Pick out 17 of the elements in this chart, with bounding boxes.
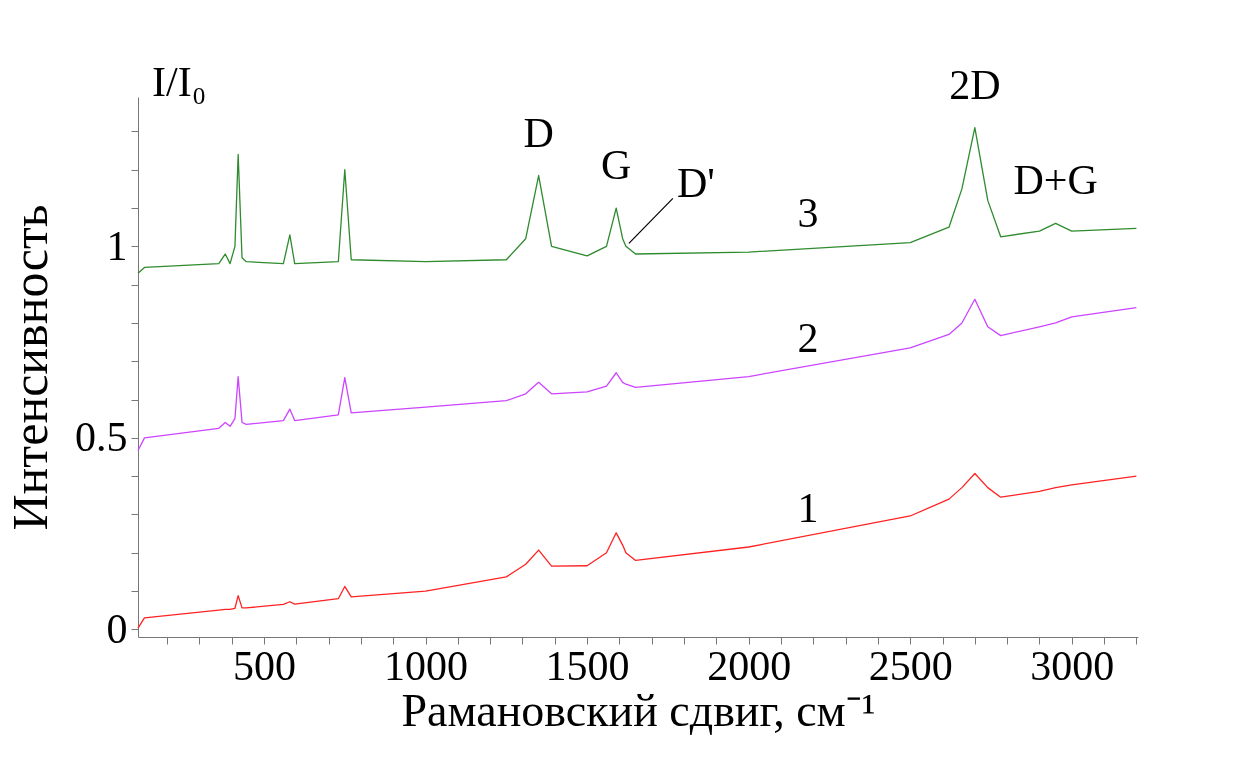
x-tick-label: 3000: [1030, 642, 1115, 689]
y-tick-label: 0.5: [75, 414, 128, 461]
series-label: 3: [797, 190, 819, 237]
annotation: D+G: [1013, 157, 1098, 204]
y-tick-label: 0: [106, 605, 128, 652]
annotation: G: [601, 142, 632, 189]
annotation: 2D: [949, 61, 1001, 108]
line-series: [137, 298, 1138, 452]
annotation: D: [523, 109, 554, 156]
series-label: 2: [797, 314, 819, 361]
x-tick-label: 500: [233, 642, 297, 689]
y-tick-label: 1: [106, 222, 128, 269]
y-axis-title: Интенсивность: [2, 204, 58, 531]
annotation: I/I₀: [152, 59, 207, 105]
annotation: D': [676, 160, 715, 207]
series-label: 1: [797, 485, 819, 531]
line-series: [137, 472, 1138, 629]
